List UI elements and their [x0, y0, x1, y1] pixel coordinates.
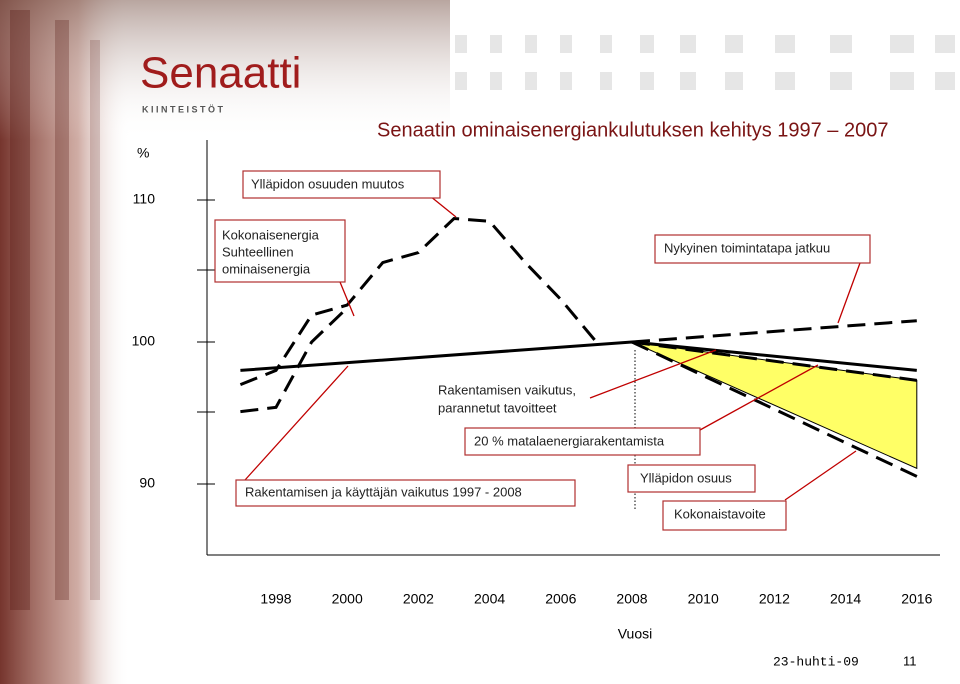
annotation: Kokonaisenergia	[222, 227, 320, 242]
series-line	[631, 340, 918, 382]
annotation: 20 % matalaenergiarakentamista	[474, 433, 665, 448]
y-tick-label: 110	[133, 191, 156, 207]
x-tick-label: 2012	[759, 591, 790, 607]
annotation: Ylläpidon osuus	[640, 470, 732, 485]
annotation: Suhteellinen	[222, 244, 294, 259]
annotations: Ylläpidon osuuden muutos Kokonaisenergia…	[214, 170, 871, 531]
x-tick-label: 2008	[616, 591, 647, 607]
x-axis-label: Vuosi	[618, 626, 653, 642]
y-axis-label: %	[137, 145, 149, 161]
x-tick-label: 2016	[901, 591, 932, 607]
x-tick-label: 2014	[830, 591, 861, 607]
y-tick-label: 100	[132, 333, 156, 349]
decor-squares	[455, 35, 955, 90]
series-line	[239, 216, 598, 387]
background-photo	[0, 0, 450, 684]
x-tick-label: 1998	[260, 591, 291, 607]
annotation: Kokonaistavoite	[674, 506, 766, 521]
series-line	[240, 306, 349, 414]
annotation: Nykyinen toimintatapa jatkuu	[664, 240, 830, 255]
chart-title: Senaatin ominaisenergiankulutuksen kehit…	[377, 119, 888, 141]
series-line	[631, 319, 917, 344]
annotation: Rakentamisen ja käyttäjän vaikutus 1997 …	[245, 484, 522, 499]
plot	[239, 216, 925, 482]
arrows	[244, 195, 861, 501]
x-tick-label: 2002	[403, 591, 434, 607]
x-tick-label: 2000	[332, 591, 363, 607]
y-tick-label: 90	[139, 475, 155, 491]
annotation: parannetut tavoitteet	[438, 400, 557, 415]
annotation: Ylläpidon osuuden muutos	[251, 176, 405, 191]
annotation: ominaisenergia	[222, 261, 311, 276]
footer-date: 23-huhti-09	[773, 654, 859, 669]
annotation: Rakentamisen vaikutus,	[438, 382, 576, 397]
logo-sub: K I I N T E I S T Ö T	[142, 104, 224, 114]
x-tick-label: 2006	[545, 591, 576, 607]
footer-page: 11	[903, 653, 917, 668]
x-tick-label: 2010	[688, 591, 719, 607]
x-tick-label: 2004	[474, 591, 505, 607]
logo: Senaatti	[140, 49, 301, 98]
